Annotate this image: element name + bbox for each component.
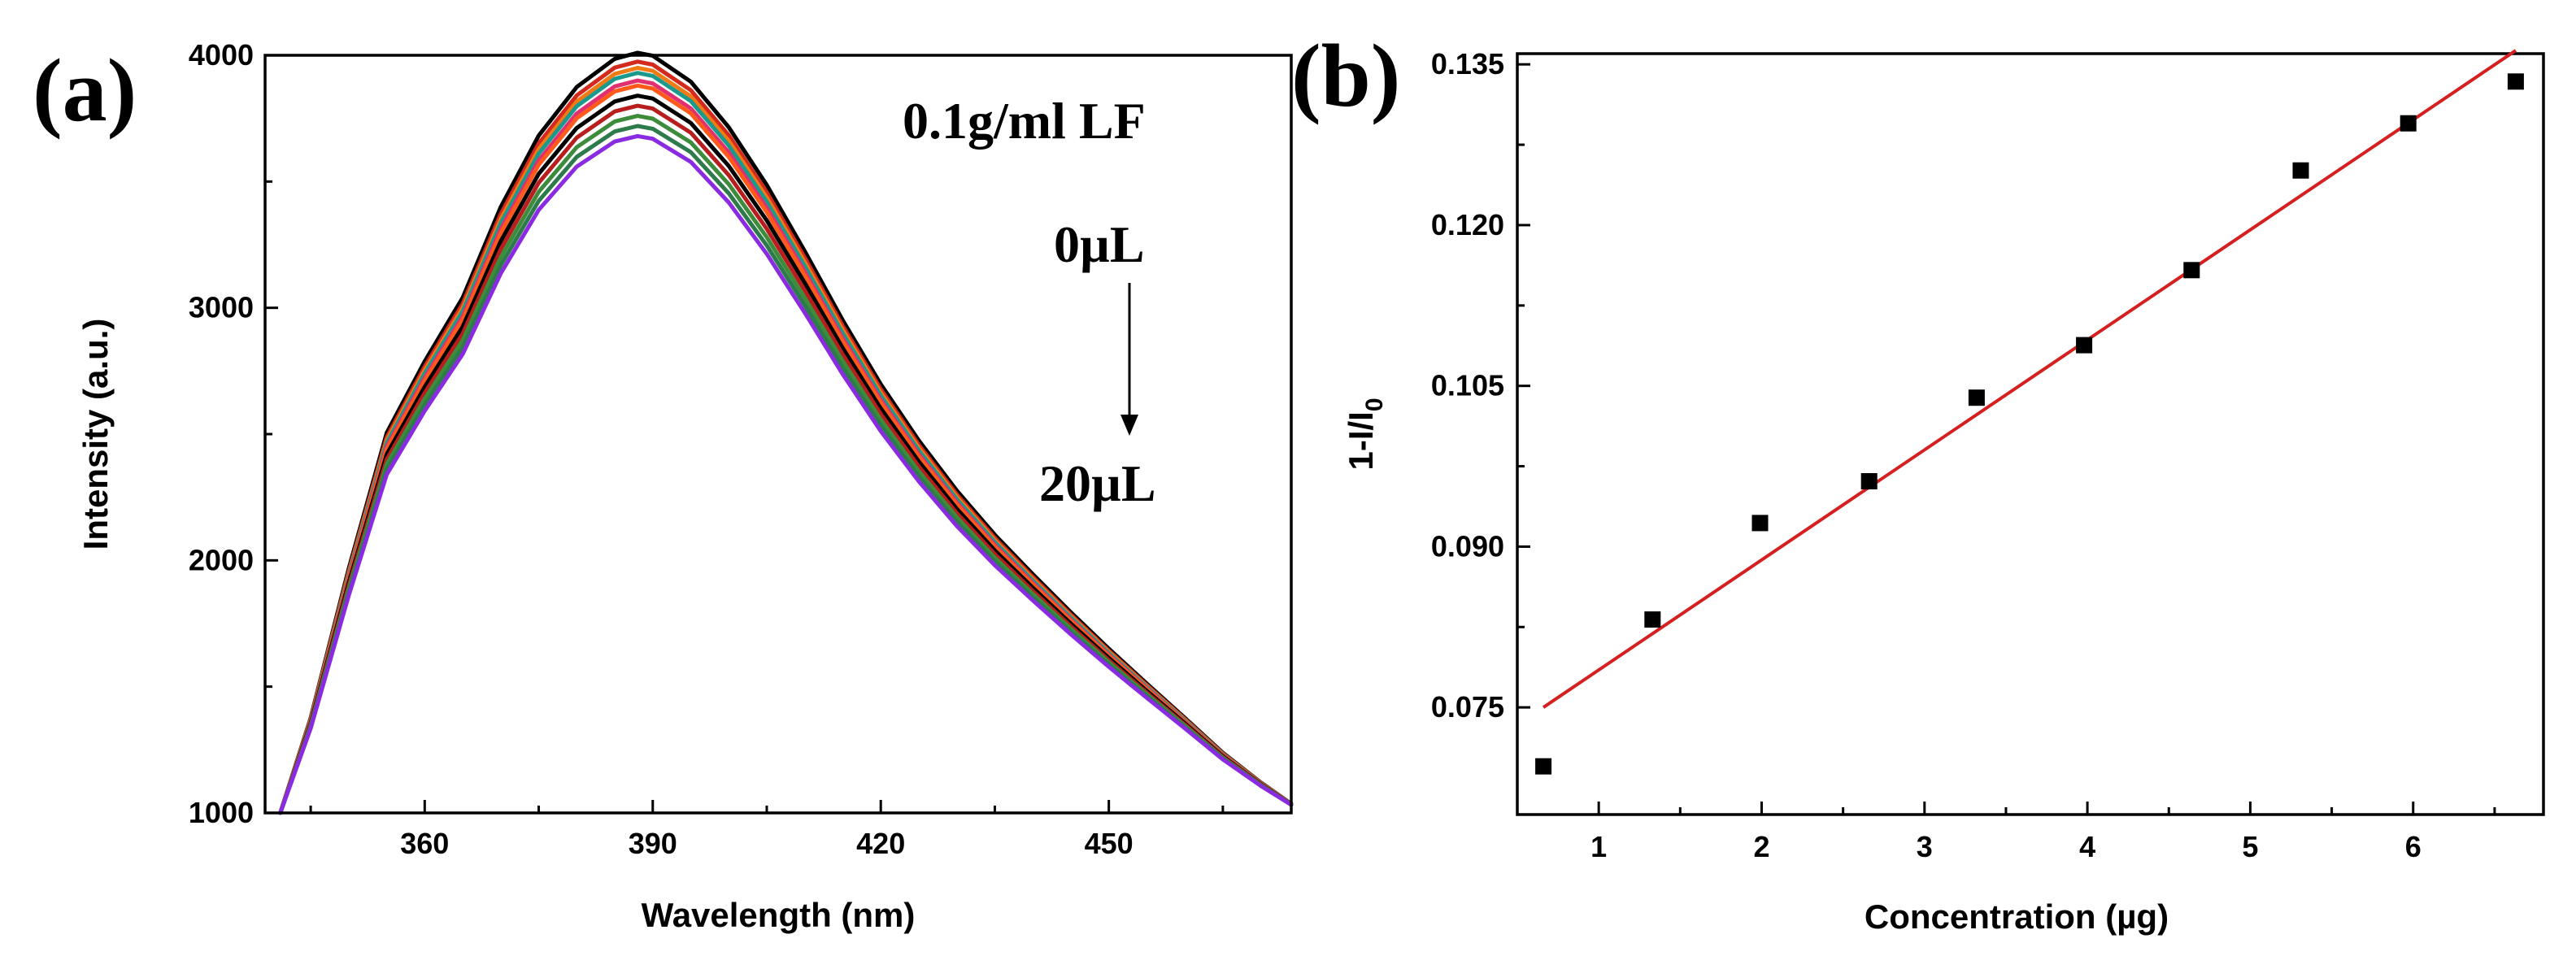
- panel-b-y-tick-label: 0.075: [1431, 690, 1504, 723]
- panel-a-x-tick-label: 450: [1085, 827, 1134, 860]
- panel-b-y-tick-label: 0.120: [1431, 208, 1504, 241]
- panel-a-end-annotation: 20µL: [1039, 454, 1156, 512]
- panel-b-x-tick-label: 4: [2079, 830, 2095, 863]
- data-point: [2400, 115, 2417, 132]
- spectrum-line-20L: [278, 133, 1294, 815]
- panel-b-y-axis-title-subscript: 0: [1361, 398, 1388, 411]
- panel-b-y-tick-label: 0.135: [1431, 47, 1504, 80]
- data-point: [1751, 515, 1769, 532]
- data-point: [2507, 73, 2524, 90]
- panel-a-y-tick-label: 1000: [189, 796, 254, 829]
- panel-b-y-tick-label: 0.105: [1431, 369, 1504, 402]
- panel-b-x-ticks: 1 2 3 4 5 6: [1590, 802, 2496, 863]
- panel-b-x-tick-label: 3: [1917, 830, 1933, 863]
- data-point: [1968, 389, 1985, 406]
- spectrum-line-10L: [278, 83, 1294, 815]
- data-point: [1860, 473, 1878, 489]
- fit-line: [1542, 49, 2517, 709]
- spectrum-line-8L: [278, 78, 1294, 815]
- panel-a-y-axis-title: Intensity (a.u.): [76, 319, 115, 550]
- panel-a-sample-annotation: 0.1g/ml LF: [903, 92, 1146, 150]
- spectrum-line-6L: [278, 71, 1294, 815]
- data-point: [2292, 162, 2309, 179]
- panel-a-x-tick-label: 420: [856, 827, 905, 860]
- panel-a-y-tick-label: 3000: [189, 291, 254, 324]
- panel-b-y-ticks: 0.075 0.090 0.105 0.120 0.135: [1431, 47, 1530, 723]
- panel-b: (b) 1 2 3 4 5 6 0.075 0.090 0.105 0.120 0.135 Con…: [1291, 26, 2545, 936]
- panel-a-x-axis-title: Wavelength (nm): [642, 896, 916, 934]
- panel-b-x-tick-label: 1: [1590, 830, 1607, 863]
- panel-a-label: (a): [33, 41, 137, 140]
- panel-a-x-ticks: 360 390 420 450: [309, 800, 1225, 860]
- panel-b-label: (b): [1291, 26, 1400, 125]
- spectrum-line-4L: [278, 66, 1294, 815]
- panel-a: (a) 360 390 420 450 1000 2000 3000 4000 Wavele…: [33, 38, 1294, 934]
- panel-a-y-tick-label: 2000: [189, 543, 254, 576]
- panel-a-y-ticks: 1000 2000 3000 4000: [189, 38, 278, 829]
- panel-a-x-tick-label: 390: [629, 827, 677, 860]
- data-point: [2183, 262, 2200, 279]
- panel-b-x-tick-label: 6: [2405, 830, 2422, 863]
- panel-b-fit-line: [1542, 49, 2517, 709]
- data-point: [1535, 758, 1552, 775]
- panel-b-plot-frame: [1516, 52, 2545, 816]
- panel-b-x-tick-label: 2: [1753, 830, 1769, 863]
- panel-a-start-annotation: 0µL: [1054, 215, 1145, 273]
- panel-b-x-tick-label: 5: [2242, 830, 2258, 863]
- panel-a-curves: [278, 50, 1294, 815]
- panel-a-y-tick-label: 4000: [189, 38, 254, 72]
- panel-a-down-arrow: [1120, 283, 1138, 436]
- spectrum-line-2L: [278, 59, 1294, 815]
- panel-b-points: [1535, 73, 2524, 775]
- panel-b-y-tick-label: 0.090: [1431, 529, 1504, 563]
- panel-b-x-axis-title: Concentration (µg): [1865, 897, 2169, 936]
- panel-b-y-axis-title: 1-I/I0: [1342, 398, 1388, 470]
- data-point: [1644, 611, 1661, 628]
- panel-a-x-tick-label: 360: [400, 827, 449, 860]
- panel-a-plot-frame: [263, 54, 1293, 815]
- spectrum-line-0L: [278, 50, 1294, 815]
- panel-b-y-axis-title-main: 1-I/I: [1342, 411, 1380, 470]
- data-point: [2076, 337, 2093, 354]
